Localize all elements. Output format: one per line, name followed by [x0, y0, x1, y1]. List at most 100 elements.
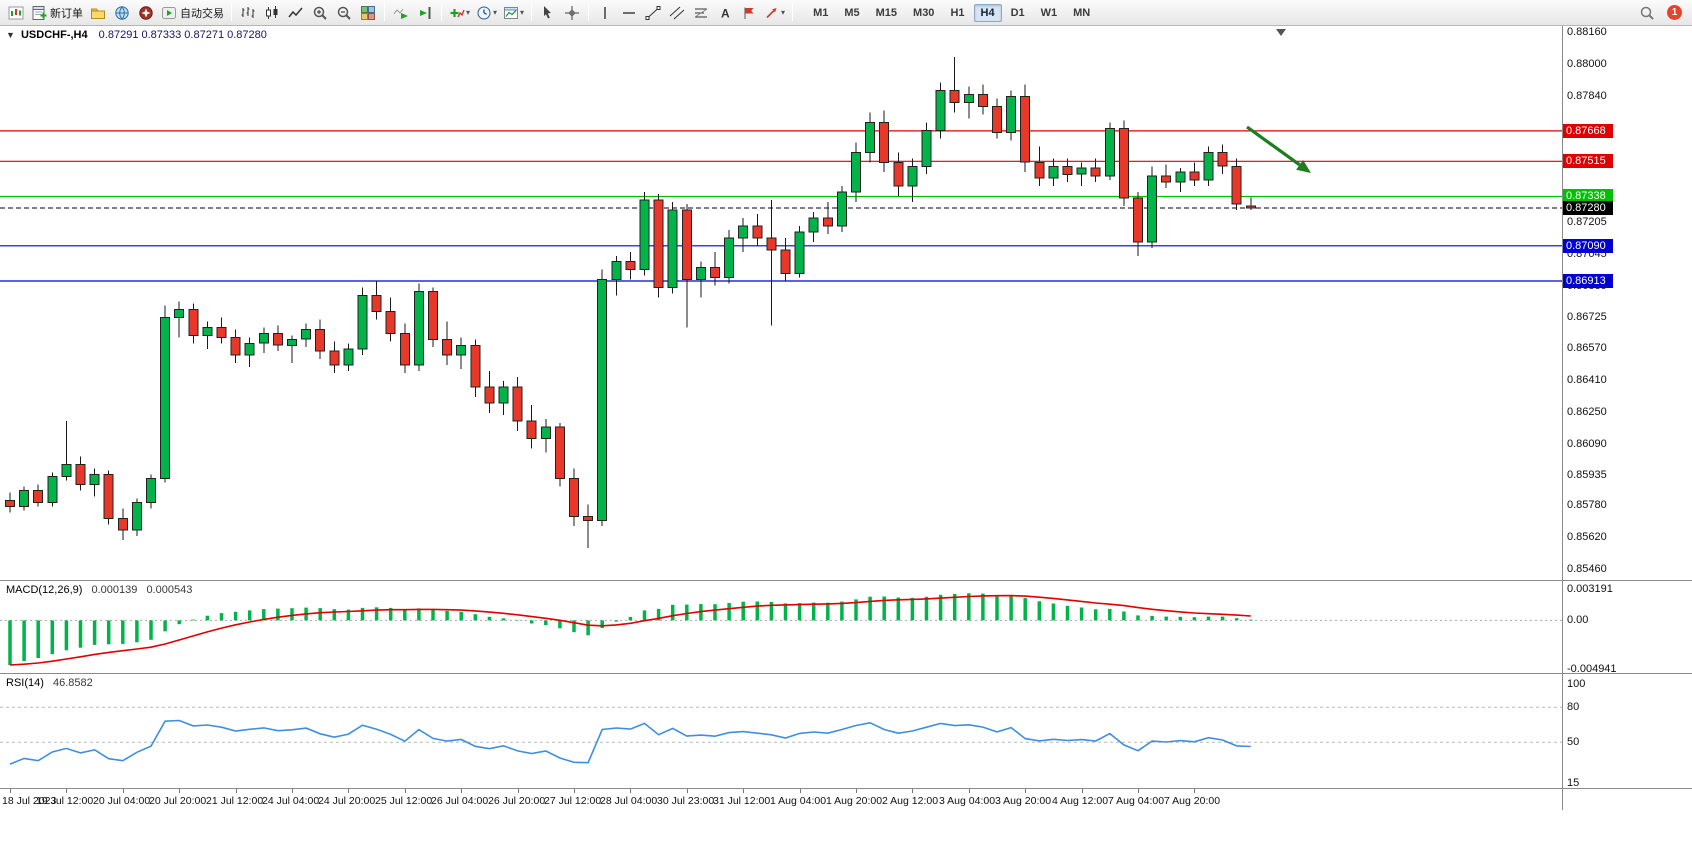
time-tick — [1082, 789, 1083, 793]
timeframe-button-m30[interactable]: M30 — [913, 6, 935, 19]
candle — [851, 142, 861, 203]
candle — [498, 381, 509, 415]
time-tick — [123, 789, 124, 793]
bar-chart-button[interactable] — [237, 2, 259, 24]
channel-icon — [669, 6, 685, 19]
time-tick — [912, 789, 913, 793]
cursor-button[interactable] — [537, 2, 559, 24]
tile-windows-button[interactable] — [357, 2, 379, 24]
timeframe-button-h1[interactable]: H1 — [950, 6, 965, 19]
candle — [738, 218, 749, 252]
time-tick — [574, 789, 575, 793]
timeframe-button-h4[interactable]: H4 — [973, 3, 1002, 22]
candle — [1048, 158, 1059, 187]
time-axis-label: 27 Jul 12:00 — [544, 795, 602, 807]
chart-symbol-period: USDCHF-,H4 — [20, 29, 88, 41]
trend-arrow-annotation[interactable] — [1246, 125, 1311, 173]
text-tool-button[interactable]: A — [714, 2, 736, 24]
chart-shift-marker[interactable] — [1276, 29, 1286, 36]
templates-icon — [504, 6, 519, 19]
time-tick — [66, 789, 67, 793]
candle — [343, 343, 354, 372]
candle — [1062, 158, 1073, 183]
time-axis[interactable]: 18 Jul 2023 19 Jul 12:00 20 Jul 04:00 20 Ju… — [0, 788, 1692, 810]
horizontal-line-tool-button[interactable] — [618, 2, 640, 24]
time-axis-label: 30 Jul 23:00 — [657, 795, 715, 807]
timeframe-button-m1[interactable]: M1 — [813, 6, 829, 19]
candle — [963, 86, 974, 119]
auto-scroll-button[interactable] — [390, 2, 412, 24]
price-tick-label: 0.88000 — [1567, 58, 1607, 70]
hline-price-badge: 0.87515 — [1563, 154, 1613, 168]
new-order-button[interactable]: 新订单 — [29, 2, 85, 24]
timeframe-button-w1[interactable]: W1 — [1040, 6, 1058, 19]
rsi-scale-label: 50 — [1567, 736, 1580, 748]
toolbar-right-group: 1 — [1635, 2, 1682, 24]
candle — [33, 484, 44, 507]
macd-panel: MACD(12,26,9) 0.000139 0.000543 0.003191… — [0, 580, 1692, 675]
timeframe-button-d1[interactable]: D1 — [1010, 6, 1025, 19]
search-button[interactable] — [1636, 2, 1658, 24]
periods-button[interactable]: ▾ — [474, 2, 499, 24]
time-tick — [461, 789, 462, 793]
vertical-line-tool-button[interactable] — [594, 2, 616, 24]
rsi-chart[interactable] — [0, 674, 1692, 788]
rsi-scale-label: 80 — [1567, 701, 1580, 713]
rsi-line — [9, 719, 1251, 765]
time-axis-label: 26 Jul 04:00 — [431, 795, 489, 807]
arrows-tool-button[interactable]: ▾ — [762, 2, 787, 24]
candle — [569, 468, 579, 527]
timeframe-button-mn[interactable]: MN — [1073, 6, 1091, 19]
fibonacci-tool-button[interactable] — [690, 2, 712, 24]
time-axis-label: 2 Aug 12:00 — [882, 795, 939, 807]
candlestick-chart[interactable] — [0, 26, 1692, 580]
profiles-button[interactable] — [87, 2, 109, 24]
candle — [836, 186, 847, 232]
candle — [456, 337, 467, 370]
channel-tool-button[interactable] — [666, 2, 688, 24]
trendline-icon — [645, 5, 661, 20]
text-tool-icon: A — [721, 6, 730, 20]
timeframe-button-m5[interactable]: M5 — [844, 6, 860, 19]
timeframe-group: M1 M5 M15 M30 H1 H4 D1 W1 MN — [805, 3, 1098, 22]
macd-chart[interactable] — [0, 581, 1692, 673]
indicators-dropdown-caret: ▾ — [466, 8, 471, 17]
notification-badge[interactable]: 1 — [1667, 5, 1682, 20]
price-tick-label: 0.86570 — [1567, 342, 1607, 354]
indicators-button[interactable]: ▾ — [447, 2, 472, 24]
market-watch-button[interactable] — [111, 2, 133, 24]
text-label-icon — [744, 7, 754, 19]
autotrading-button[interactable]: 自动交易 — [159, 2, 226, 24]
time-tick — [1025, 789, 1026, 793]
zoom-in-button[interactable] — [309, 2, 331, 24]
macd-indicator-name: MACD(12,26,9) — [6, 584, 83, 596]
chart-menu-caret[interactable]: ▼ — [6, 30, 15, 40]
candle — [1217, 144, 1228, 175]
chart-shift-icon — [420, 6, 431, 19]
candle — [371, 281, 382, 320]
zoom-out-button[interactable] — [333, 2, 355, 24]
candle — [399, 323, 410, 374]
candlestick-chart-button[interactable] — [261, 2, 283, 24]
trendline-tool-button[interactable] — [642, 2, 664, 24]
candle — [329, 341, 340, 374]
new-chart-button[interactable] — [5, 2, 27, 24]
templates-button[interactable]: ▾ — [501, 2, 526, 24]
crosshair-button[interactable] — [561, 2, 583, 24]
line-chart-button[interactable] — [285, 2, 307, 24]
macd-signal-value: 0.000543 — [146, 584, 193, 596]
time-axis-label: 24 Jul 20:00 — [318, 795, 376, 807]
time-tick — [1194, 789, 1195, 793]
candle — [216, 317, 227, 344]
chart-shift-button[interactable] — [414, 2, 436, 24]
text-label-tool-button[interactable] — [738, 2, 760, 24]
timeframe-button-m15[interactable]: M15 — [875, 6, 898, 19]
candle — [103, 470, 114, 525]
candle — [230, 329, 241, 364]
main-toolbar: 新订单 自动交易 ▾ ▾ — [0, 0, 1692, 26]
navigator-button[interactable] — [135, 2, 157, 24]
cursor-icon — [544, 5, 552, 18]
time-axis-label: 4 Aug 12:00 — [1052, 795, 1109, 807]
candle — [357, 287, 368, 356]
